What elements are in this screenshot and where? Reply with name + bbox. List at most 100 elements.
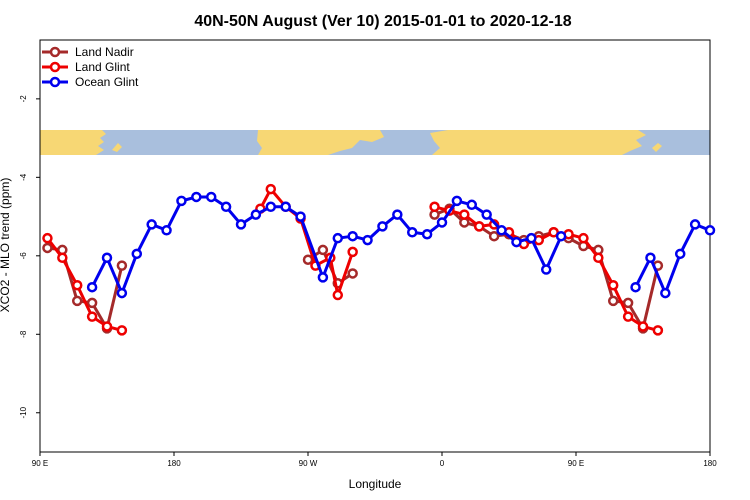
data-point	[265, 201, 277, 213]
data-point	[250, 209, 262, 220]
data-point	[436, 217, 448, 228]
data-point	[704, 225, 716, 236]
data-point	[622, 297, 634, 309]
data-point	[578, 232, 589, 244]
y-tick-label: -2	[19, 95, 28, 103]
data-point	[674, 248, 686, 260]
data-point	[116, 287, 128, 299]
data-point	[347, 230, 358, 242]
series-layer	[42, 183, 716, 336]
data-point	[176, 195, 187, 207]
data-point	[302, 254, 314, 265]
data-point	[116, 260, 128, 271]
data-point	[540, 264, 552, 275]
data-point	[607, 295, 619, 307]
map-land-kamchatka	[112, 143, 122, 152]
data-point	[86, 297, 98, 309]
x-tick-label: 0	[440, 459, 445, 468]
legend-swatch-marker	[49, 61, 61, 73]
data-point	[652, 325, 664, 336]
data-point	[347, 268, 358, 279]
data-point	[496, 225, 507, 236]
y-axis-label: XCO2 - MLO trend (ppm)	[0, 178, 12, 313]
data-point	[295, 211, 306, 222]
series-line	[434, 205, 659, 332]
world-map-strip	[40, 130, 710, 155]
data-point	[317, 272, 329, 283]
y-tick-label: -4	[19, 173, 28, 181]
data-point	[347, 246, 358, 258]
y-tick-label: -8	[19, 330, 28, 338]
data-point	[131, 248, 143, 260]
data-point	[86, 311, 98, 322]
data-point	[42, 232, 53, 244]
data-point	[377, 221, 388, 232]
data-point	[362, 234, 373, 246]
legend-swatch-marker	[49, 76, 61, 88]
data-point	[86, 281, 98, 293]
data-point	[459, 209, 470, 220]
data-point	[332, 289, 344, 301]
legend-label: Ocean Glint	[75, 75, 139, 89]
series-ocean-glint	[86, 191, 716, 299]
data-point	[421, 228, 433, 240]
ticks: 90 E 180 90 W 0 90 E 180 -10 -8 -6 -4 -2	[19, 95, 717, 468]
data-point	[71, 279, 83, 291]
y-tick-label: -10	[19, 406, 28, 418]
x-tick-label: 90 W	[299, 459, 318, 468]
data-point	[220, 201, 232, 213]
data-point	[101, 252, 113, 264]
x-tick-label: 180	[703, 459, 717, 468]
map-land-japan	[652, 143, 662, 152]
data-point	[451, 195, 463, 207]
legend-swatch-marker	[49, 46, 61, 58]
data-point	[473, 221, 485, 232]
plot-frame	[39, 39, 711, 453]
data-point	[280, 201, 291, 213]
x-axis-label: Longitude	[349, 477, 402, 491]
data-point	[42, 242, 53, 254]
x-tick-label: 90 E	[32, 459, 48, 468]
y-tick-label: -6	[19, 252, 28, 260]
data-point	[429, 201, 440, 213]
x-tick-label: 90 E	[568, 459, 584, 468]
axes	[39, 39, 711, 453]
data-point	[101, 321, 113, 332]
data-point	[191, 191, 202, 203]
data-point	[645, 252, 656, 264]
data-point	[317, 244, 329, 256]
x-tick-label: 180	[167, 459, 181, 468]
map-land-asia-east	[40, 130, 106, 155]
data-point	[511, 236, 522, 248]
data-point	[466, 199, 478, 211]
chart-title: 40N-50N August (Ver 10) 2015-01-01 to 20…	[194, 13, 571, 30]
data-point	[205, 191, 217, 203]
data-point	[265, 183, 277, 195]
map-land-north-america	[257, 130, 384, 155]
data-point	[71, 295, 83, 307]
data-point	[637, 321, 649, 332]
data-point	[116, 325, 128, 336]
data-point	[593, 252, 604, 264]
data-point	[622, 311, 634, 322]
data-point	[526, 232, 537, 244]
map-land-europe-asia	[430, 130, 646, 155]
data-point	[481, 209, 492, 220]
data-point	[332, 232, 344, 244]
legend-label: Land Nadir	[75, 45, 134, 59]
data-point	[630, 281, 641, 293]
data-point	[607, 279, 619, 291]
data-point	[660, 287, 671, 299]
data-point	[146, 219, 157, 230]
data-point	[161, 225, 172, 236]
data-point	[235, 219, 247, 230]
data-point	[488, 230, 500, 242]
data-point	[689, 219, 701, 230]
data-point	[555, 230, 567, 242]
data-point	[392, 209, 403, 220]
data-point	[57, 252, 68, 264]
data-point	[406, 227, 418, 238]
legend-label: Land Glint	[75, 60, 130, 74]
